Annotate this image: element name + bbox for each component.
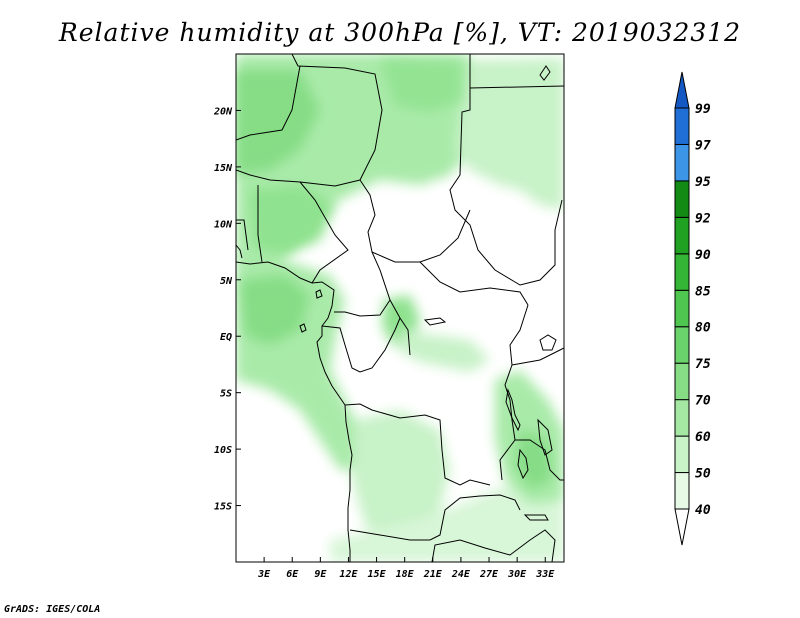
colorbar-label: 92 bbox=[695, 211, 711, 226]
y-tick-label: 10N bbox=[214, 219, 233, 230]
colorbar-bin bbox=[674, 107, 690, 145]
x-tick-label: 9E bbox=[314, 569, 327, 580]
x-tick-label: 3E bbox=[257, 569, 271, 580]
x-tick-label: 30E bbox=[507, 569, 527, 580]
y-axis-ticks: 20N 15N 10N 5N EQ 5S 10S 15S bbox=[213, 106, 241, 513]
colorbar: 40 50 60 70 75 80 85 90 92 95 97 99 bbox=[674, 71, 711, 546]
footer-credit: GrADS: IGES/COLA bbox=[4, 604, 101, 615]
boundary-lines bbox=[236, 54, 564, 562]
colorbar-top-triangle bbox=[674, 71, 690, 109]
humidity-field bbox=[236, 54, 564, 562]
colorbar-bin bbox=[674, 143, 690, 182]
y-tick-label: 10S bbox=[214, 445, 232, 456]
colorbar-label: 99 bbox=[695, 102, 711, 117]
colorbar-label: 85 bbox=[695, 284, 711, 299]
colorbar-label: 75 bbox=[695, 357, 711, 372]
y-tick-label: 5S bbox=[220, 389, 232, 400]
y-tick-label: 15N bbox=[214, 163, 233, 174]
x-tick-label: 21E bbox=[423, 569, 443, 580]
colorbar-label: 97 bbox=[695, 138, 711, 153]
colorbar-bin bbox=[674, 399, 690, 437]
map-frame: 3E 6E 9E 12E 15E 18E 21E 24E 27E 30E 33E 20N 15N 10N… bbox=[213, 53, 565, 580]
colorbar-bin bbox=[674, 362, 690, 401]
y-tick-label: 15S bbox=[214, 502, 232, 513]
x-axis-ticks: 3E 6E 9E 12E 15E 18E 21E 24E 27E 30E 33E bbox=[257, 557, 555, 580]
colorbar-label: 90 bbox=[695, 248, 711, 263]
y-tick-label: EQ bbox=[220, 332, 232, 343]
x-tick-label: 12E bbox=[339, 569, 358, 580]
y-tick-label: 20N bbox=[213, 106, 233, 117]
colorbar-label: 50 bbox=[695, 467, 711, 482]
colorbar-bin bbox=[674, 216, 690, 255]
colorbar-bin bbox=[674, 435, 690, 474]
x-tick-label: 24E bbox=[451, 569, 471, 580]
colorbar-bin bbox=[674, 326, 690, 364]
colorbar-label: 40 bbox=[695, 503, 711, 518]
colorbar-label: 95 bbox=[695, 175, 711, 190]
colorbar-bin bbox=[674, 253, 690, 291]
colorbar-bin bbox=[674, 289, 690, 328]
map-title: Relative humidity at 300hPa [%], VT: 201… bbox=[58, 18, 742, 47]
colorbar-bottom-triangle bbox=[674, 508, 690, 546]
x-tick-label: 33E bbox=[535, 569, 555, 580]
colorbar-bin bbox=[674, 180, 690, 218]
colorbar-label: 60 bbox=[695, 430, 711, 445]
x-tick-label: 15E bbox=[368, 569, 387, 580]
colorbar-bin bbox=[674, 472, 690, 510]
colorbar-label: 80 bbox=[695, 321, 711, 336]
x-tick-label: 27E bbox=[479, 569, 499, 580]
x-tick-label: 6E bbox=[286, 569, 299, 580]
colorbar-label: 70 bbox=[695, 394, 711, 409]
y-tick-label: 5N bbox=[220, 276, 233, 287]
x-tick-label: 18E bbox=[396, 569, 415, 580]
